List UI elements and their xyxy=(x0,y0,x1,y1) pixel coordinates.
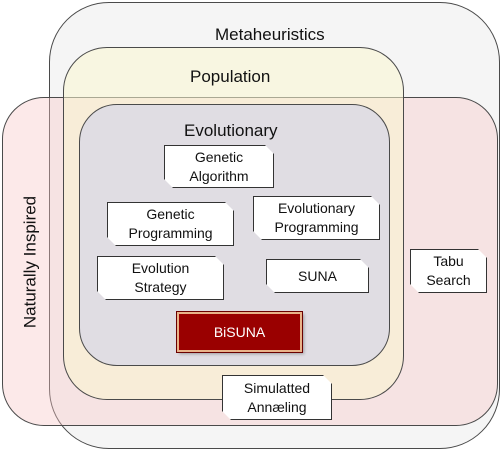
suna-label: SUNA xyxy=(298,267,337,284)
evolution-strategy-line-1: Evolution xyxy=(131,260,190,277)
naturally-inspired-label: Naturally Inspired xyxy=(20,195,40,329)
metaheuristics-label: Metaheuristics xyxy=(215,25,325,44)
tabu-search-node: Tabu Search xyxy=(410,249,487,293)
genetic-algorithm-line-2: Algorithm xyxy=(189,167,249,184)
genetic-algorithm-node: Genetic Algorithm xyxy=(164,145,274,188)
genetic-programming-node: Genetic Programming xyxy=(107,202,234,246)
simulated-annealing-node: Simulatted Annæling xyxy=(222,375,332,420)
evolutionary-programming-line-1: Evolutionary xyxy=(277,200,356,217)
bisuna-node: BiSUNA xyxy=(177,312,302,352)
evolution-strategy-node: Evolution Strategy xyxy=(97,256,224,300)
evolutionary-programming-node: Evolutionary Programming xyxy=(253,196,380,240)
suna-node: SUNA xyxy=(266,259,369,293)
evolutionary-label: Evolutionary xyxy=(184,121,278,140)
evolutionary-programming-line-2: Programming xyxy=(274,219,359,235)
population-label: Population xyxy=(190,67,271,86)
tabu-search-line-2: Search xyxy=(426,272,471,288)
tabu-search-line-1: Tabu xyxy=(433,253,464,270)
genetic-programming-line-1: Genetic xyxy=(146,206,195,223)
evolution-strategy-line-2: Strategy xyxy=(134,279,187,295)
bisuna-label: BiSUNA xyxy=(213,323,266,340)
genetic-programming-line-2: Programming xyxy=(128,225,213,241)
simulated-annealing-line-2: Annæling xyxy=(247,398,307,415)
simulated-annealing-line-1: Simulatted xyxy=(243,379,311,396)
genetic-algorithm-line-1: Genetic xyxy=(194,148,244,165)
